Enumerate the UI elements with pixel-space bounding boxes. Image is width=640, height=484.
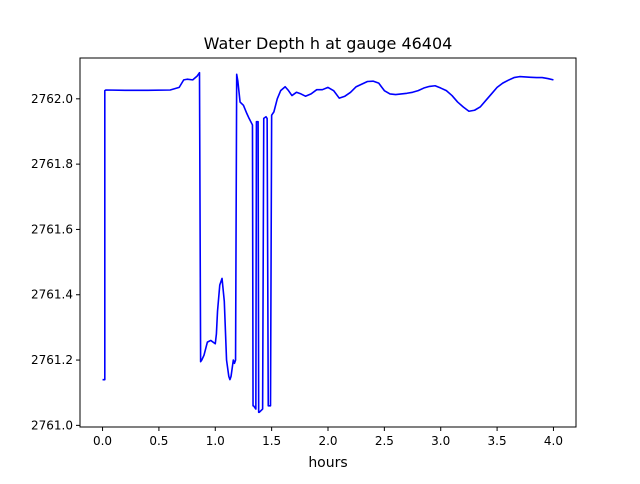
y-tick-label: 2761.4 <box>31 288 73 302</box>
x-tick-label: 0.0 <box>93 434 112 448</box>
x-tick-label: 1.5 <box>262 434 281 448</box>
x-tick-label: 2.5 <box>375 434 394 448</box>
x-tick-label: 0.5 <box>149 434 168 448</box>
y-tick-label: 2762.0 <box>31 92 73 106</box>
x-axis-label: hours <box>308 455 347 471</box>
y-axis: 2761.0 2761.2 2761.4 2761.6 2761.8 2762.0 <box>31 92 80 432</box>
x-tick-label: 3.5 <box>488 434 507 448</box>
x-axis: 0.0 0.5 1.0 1.5 2.0 2.5 3.0 3.5 4.0 <box>93 427 563 448</box>
series-line-1 <box>102 71 554 414</box>
y-tick-label: 2761.2 <box>31 353 73 367</box>
y-tick-label: 2761.8 <box>31 157 73 171</box>
x-tick-label: 1.0 <box>206 434 225 448</box>
y-tick-label: 2761.6 <box>31 222 73 236</box>
y-tick-label: 2761.0 <box>31 418 73 432</box>
x-tick-label: 4.0 <box>544 434 563 448</box>
x-tick-label: 2.0 <box>318 434 337 448</box>
chart-title: Water Depth h at gauge 46404 <box>204 34 453 53</box>
x-tick-label: 3.0 <box>431 434 450 448</box>
